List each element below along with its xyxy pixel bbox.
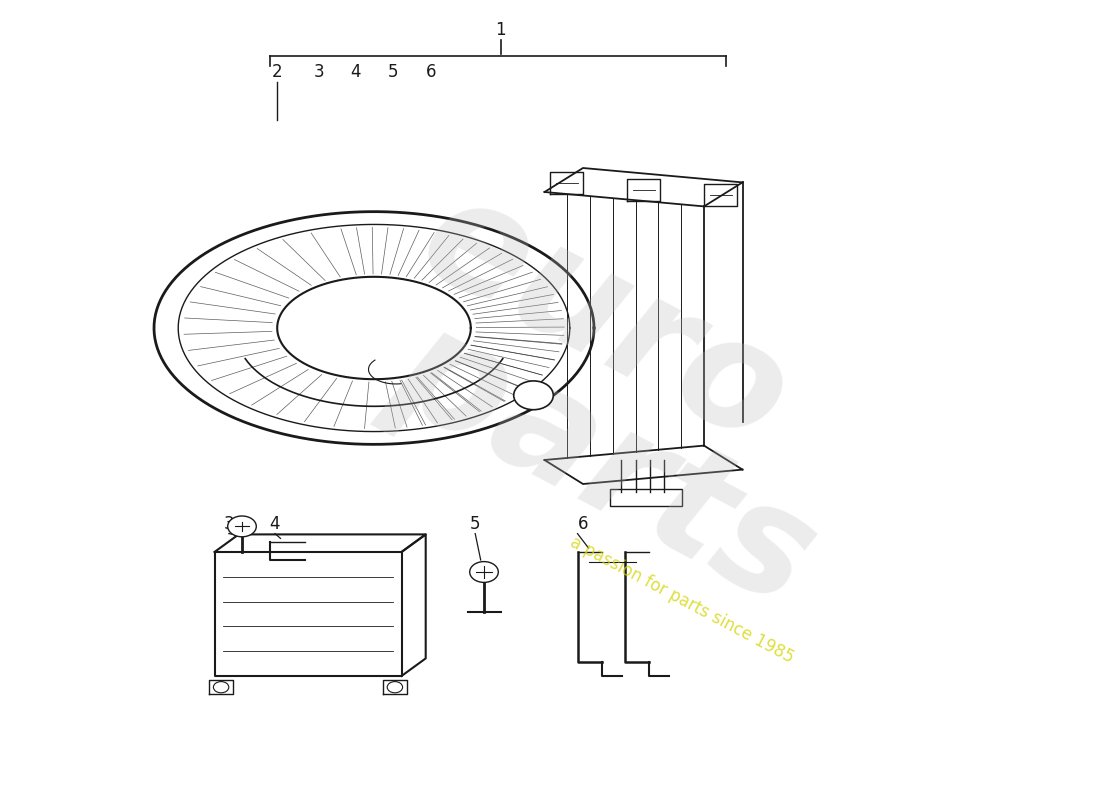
FancyBboxPatch shape [610, 489, 682, 506]
Text: parts: parts [371, 292, 839, 636]
Text: 4: 4 [350, 63, 361, 81]
Text: 3: 3 [223, 515, 234, 533]
Text: 2: 2 [272, 63, 283, 81]
Text: 4: 4 [270, 515, 280, 533]
Circle shape [514, 381, 553, 410]
Text: 3: 3 [314, 63, 324, 81]
Text: 6: 6 [578, 515, 588, 533]
Text: 6: 6 [426, 63, 437, 81]
Text: euro: euro [397, 162, 813, 478]
Text: 5: 5 [470, 515, 481, 533]
Circle shape [228, 516, 256, 537]
Circle shape [470, 562, 498, 582]
Text: 1: 1 [495, 22, 506, 39]
Text: 5: 5 [387, 63, 398, 81]
Text: a passion for parts since 1985: a passion for parts since 1985 [568, 533, 796, 667]
